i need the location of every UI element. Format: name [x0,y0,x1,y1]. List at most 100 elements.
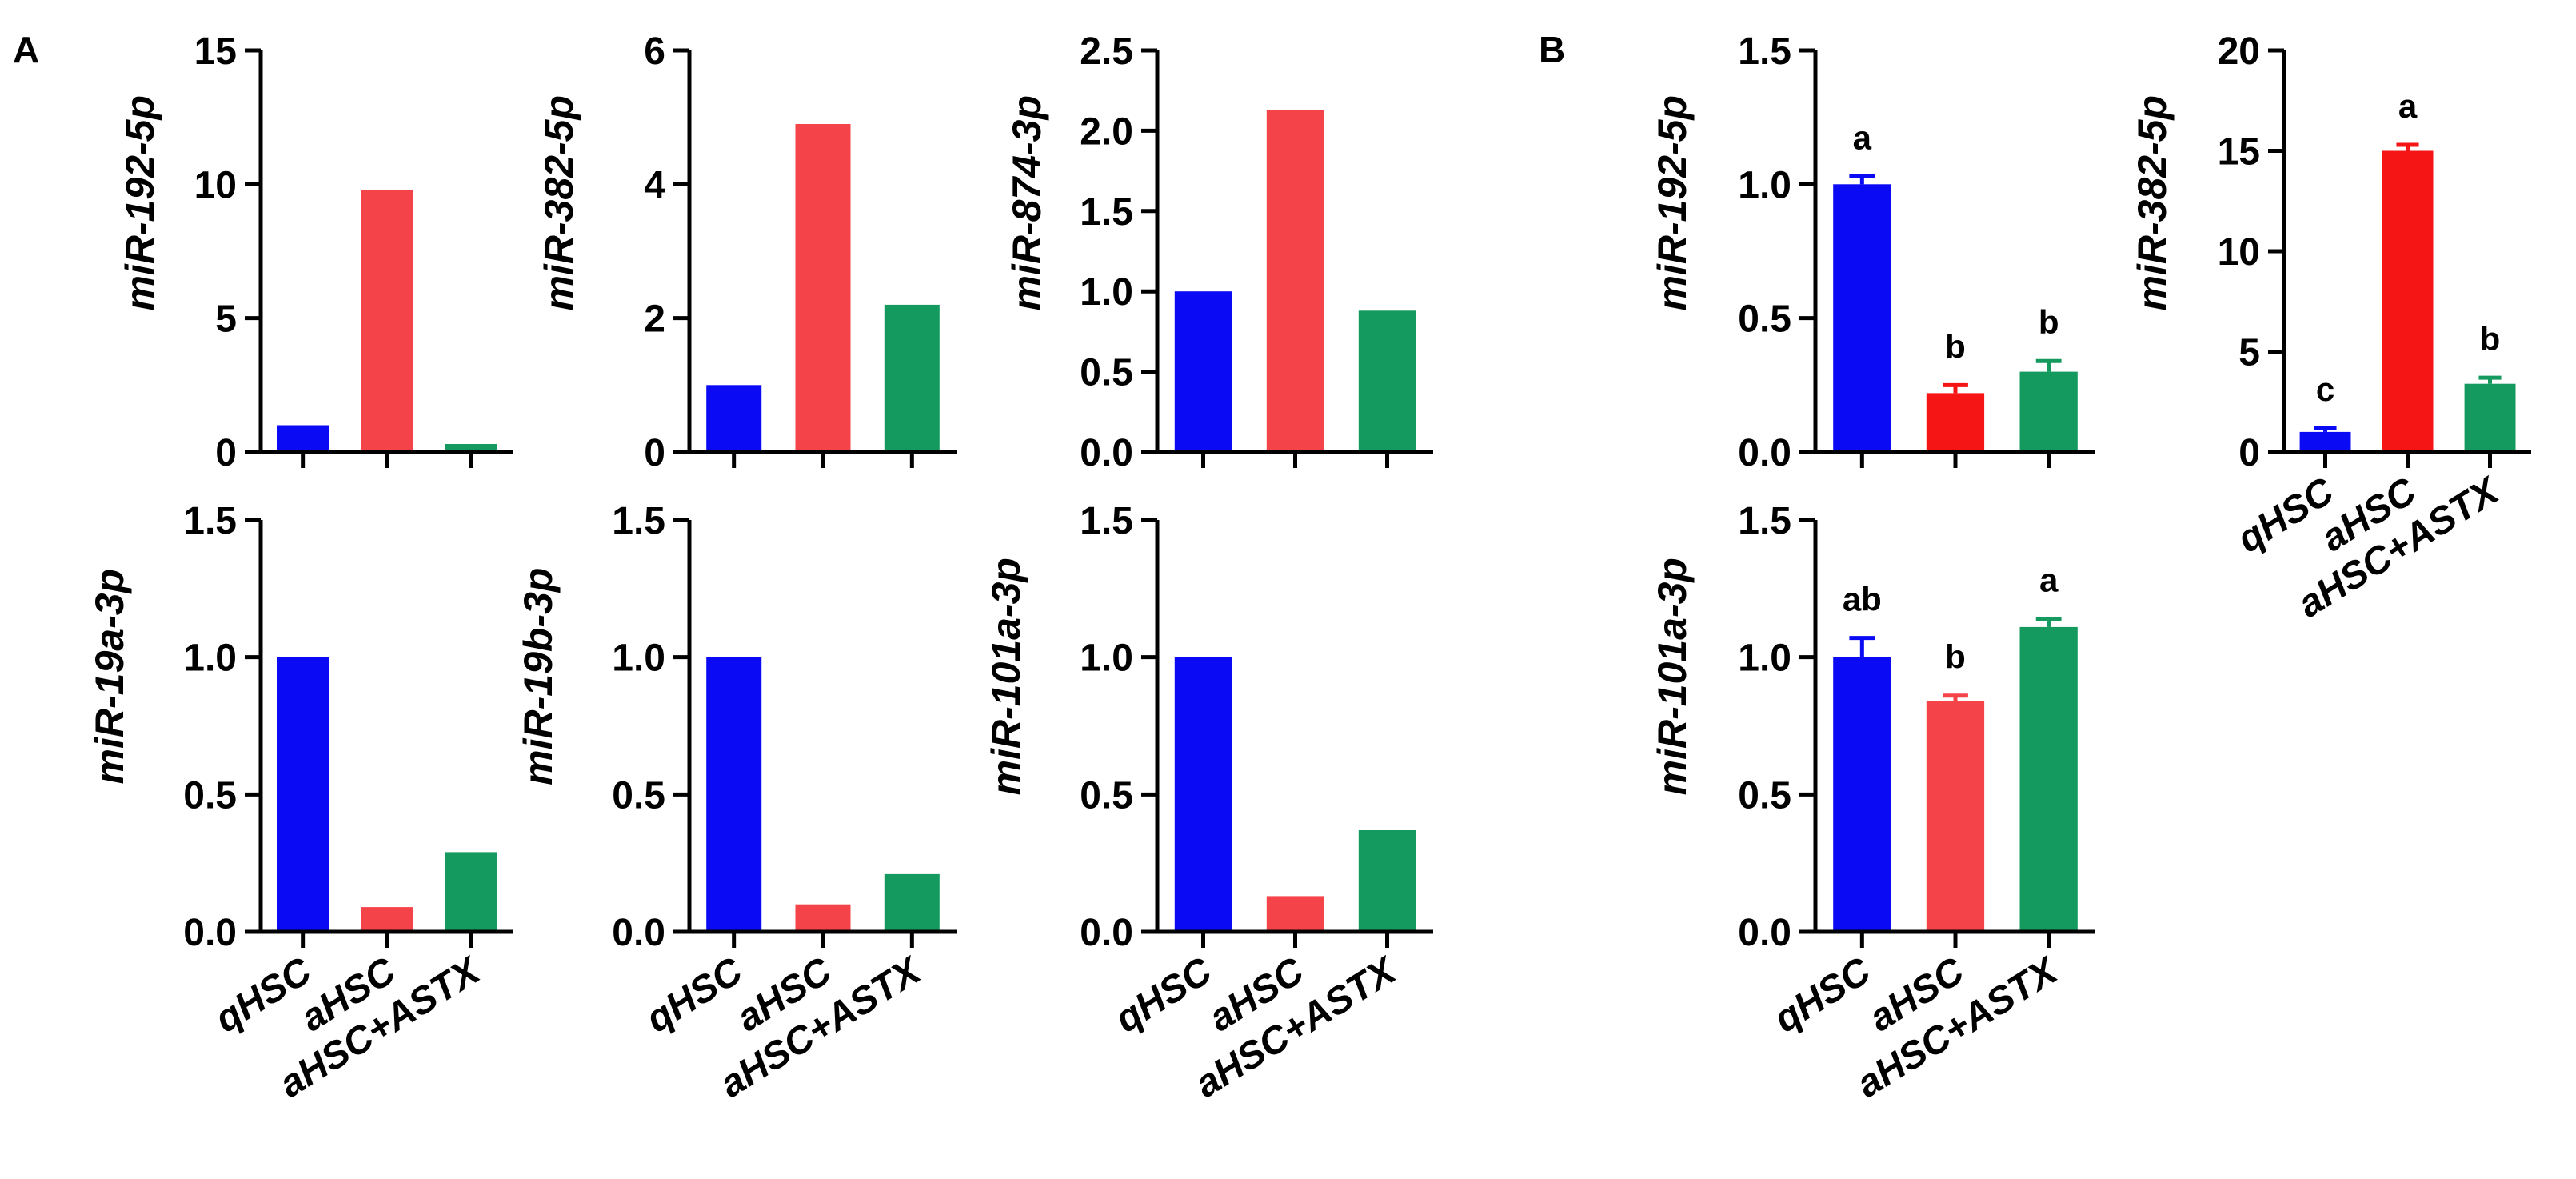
bar-ahsc [795,124,851,452]
significance-label: ab [1843,581,1882,618]
bar-qhsc [706,657,762,932]
y-tick-label: 1.5 [1738,500,1791,542]
y-tick-label: 1.0 [1080,637,1133,680]
significance-label: b [1945,638,1966,676]
y-tick-label: 1.5 [1080,191,1133,234]
bar-ahsc [795,904,851,932]
y-tick-label: 2.5 [1080,30,1133,73]
y-tick-label: 1.0 [1080,271,1133,314]
y-tick-label: 20 [2218,30,2260,73]
y-tick-label: 0.0 [1080,912,1133,954]
panel-label-b: B [1539,29,1565,70]
bar-ahsc-astx [445,444,497,452]
y-tick-label: 15 [194,30,237,73]
x-category-label-qhsc: qHSC [1767,949,1879,1041]
y-tick-label: 0.0 [1738,432,1791,474]
significance-label: a [2039,562,2059,599]
y-tick-label: 5 [2239,332,2260,374]
bar-ahsc-astx [1358,830,1416,932]
bar-ahsc-astx [2019,371,2078,452]
bar-qhsc [2299,431,2351,452]
significance-label: b [2480,320,2501,358]
significance-label: c [2316,370,2334,408]
y-tick-label: 2 [644,298,665,341]
chart-a-mir-192-5p: 0 5 10 15 miR-192-5p [118,30,513,474]
bar-qhsc [1833,657,1891,932]
y-axis-title: miR-192-5p [118,95,162,311]
significance-label: a [2398,87,2418,125]
bar-ahsc [361,190,413,452]
y-axis-title: miR-19b-3p [516,568,561,785]
y-tick-label: 0.0 [183,912,237,954]
y-axis-title: miR-382-5p [537,95,581,311]
y-tick-label: 1.0 [1738,164,1791,206]
bar-qhsc [277,425,329,452]
y-tick-label: 0.0 [1738,912,1791,954]
significance-label: a [1853,118,1872,156]
x-category-label-qhsc: qHSC [639,949,751,1041]
y-tick-label: 0 [215,432,237,474]
bar-ahsc [1926,393,1985,452]
y-tick-label: 0.0 [612,912,665,954]
y-tick-label: 1.5 [183,500,237,542]
y-tick-label: 0.5 [1738,774,1791,817]
bar-ahsc [1926,701,1985,932]
y-tick-label: 15 [2218,131,2260,174]
y-tick-label: 2.0 [1080,110,1133,153]
y-tick-label: 1.5 [1738,30,1791,73]
y-tick-label: 10 [194,164,237,206]
y-tick-label: 0.0 [1080,432,1133,474]
y-tick-label: 0.5 [1080,774,1133,817]
y-axis-title: miR-19a-3p [87,569,132,785]
bar-ahsc [1266,110,1324,453]
y-tick-label: 4 [644,164,665,206]
y-tick-label: 0.5 [1080,352,1133,394]
y-tick-label: 0 [644,432,665,474]
y-axis-title: miR-101a-3p [984,558,1028,795]
bar-ahsc-astx [2464,383,2516,452]
bar-ahsc [2382,150,2434,452]
y-tick-label: 1.0 [612,637,665,680]
y-axis-title: miR-192-5p [1650,95,1695,311]
chart-a-mir-382-5p: 0 2 4 6 miR-382-5p [537,30,957,474]
bar-qhsc [1833,184,1891,453]
bar-ahsc [361,907,413,932]
y-tick-label: 1.5 [612,500,665,542]
bar-ahsc-astx [2019,626,2078,932]
bar-qhsc [1174,291,1232,452]
x-category-label-qhsc: qHSC [2230,470,2342,562]
bar-ahsc [1266,896,1324,932]
y-tick-label: 0 [2239,432,2260,474]
y-tick-label: 6 [644,30,665,73]
y-axis-title: miR-382-5p [2130,95,2175,311]
x-category-label-qhsc: qHSC [1108,949,1220,1041]
bar-qhsc [277,657,329,932]
bar-ahsc-astx [884,873,940,932]
bar-ahsc-astx [1358,310,1416,452]
chart-b-mir-101a-3p: abba0.00.51.01.5qHSCaHSCaHSC+ASTXmiR-101… [1650,500,2095,1106]
y-tick-label: 0.5 [1738,298,1791,341]
y-tick-label: 10 [2218,231,2260,274]
y-tick-label: 5 [215,298,237,341]
bar-ahsc-astx [884,304,940,452]
bar-qhsc [706,385,762,452]
y-tick-label: 1.0 [183,637,237,680]
y-tick-label: 1.0 [1738,637,1791,680]
significance-label: b [1945,327,1966,365]
bar-qhsc [1174,657,1232,932]
y-axis-title: miR-874-3p [1004,95,1049,311]
y-tick-label: 0.5 [183,774,237,817]
panel-label-a: A [13,29,39,70]
chart-b-mir-192-5p: a b b 0.0 0.5 1.0 1.5 miR-192-5p [1650,30,2095,474]
chart-a-mir-874-3p: 0.0 0.5 1.0 1.5 2.0 2.5 miR-874-3p [1004,30,1433,474]
x-category-label-qhsc: qHSC [208,949,320,1041]
bar-ahsc-astx [445,852,497,932]
significance-label: b [2039,303,2059,341]
y-tick-label: 0.5 [612,774,665,817]
y-tick-label: 1.5 [1080,500,1133,542]
